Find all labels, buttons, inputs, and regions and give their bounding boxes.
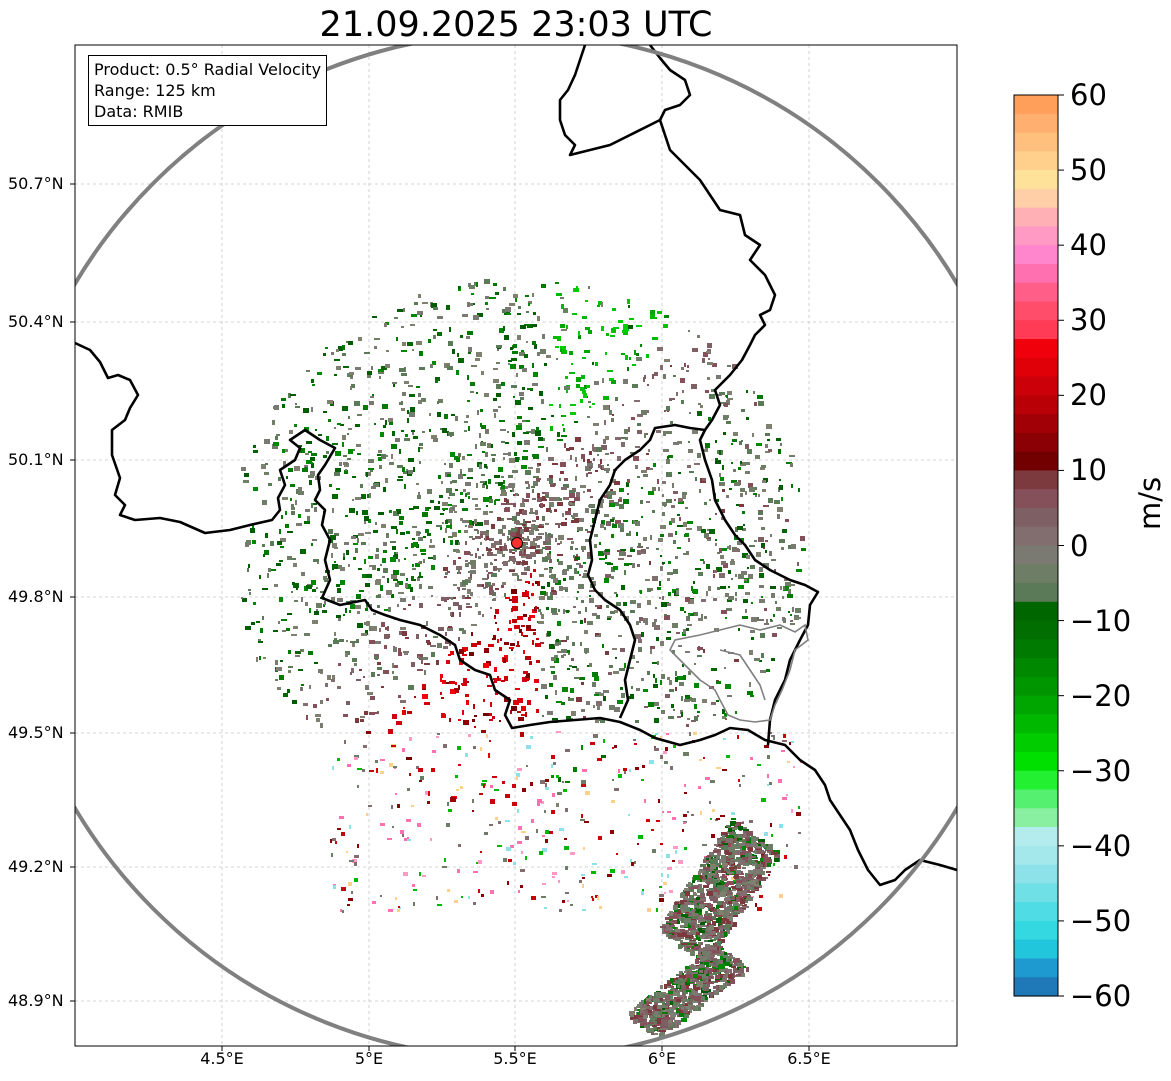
data-source-label: Data: RMIB xyxy=(94,102,184,121)
product-label: Product: 0.5° Radial Velocity xyxy=(94,60,322,79)
lon-label: 4.5°E xyxy=(200,1049,244,1068)
colorbar-tick-label: 20 xyxy=(1070,378,1107,413)
lat-label: 49.2°N xyxy=(8,857,64,876)
radar-velocity-echoes xyxy=(241,279,806,1038)
range-label: Range: 125 km xyxy=(94,81,216,100)
lat-label: 50.7°N xyxy=(8,174,64,193)
axis-ticks xyxy=(70,183,810,1051)
radar-site-marker xyxy=(511,537,523,549)
lat-label: 49.8°N xyxy=(8,587,64,606)
colorbar-tick-label: 0 xyxy=(1070,528,1089,563)
lat-label: 50.4°N xyxy=(8,312,64,331)
lat-label: 50.1°N xyxy=(8,450,64,469)
colorbar-tick-label: −30 xyxy=(1070,753,1132,788)
colorbar-tick-label: −10 xyxy=(1070,603,1132,638)
colorbar-tick-label: 60 xyxy=(1070,78,1107,112)
colorbar-tick-label: 30 xyxy=(1070,303,1107,338)
colorbar-unit-label: m/s xyxy=(1133,476,1167,530)
colorbar-tick-label: 10 xyxy=(1070,453,1107,488)
lon-label: 6°E xyxy=(647,1049,677,1068)
lon-label: 6.5°E xyxy=(787,1049,831,1068)
country-borders xyxy=(75,45,957,887)
colorbar-tick-label: −50 xyxy=(1070,903,1132,938)
lat-label: 48.9°N xyxy=(8,991,64,1010)
product-info-box: Product: 0.5° Radial Velocity Range: 125… xyxy=(88,55,328,126)
province-borders xyxy=(669,623,809,723)
colorbar-tick-label: −60 xyxy=(1070,979,1132,1013)
plot-frame xyxy=(74,44,958,1047)
colorbar-tick-label: −40 xyxy=(1070,828,1132,863)
colorbar-tick-label: −20 xyxy=(1070,678,1132,713)
colorbar-tick-label: 50 xyxy=(1070,153,1107,188)
colorbar-tick-label: 40 xyxy=(1070,228,1107,263)
map-title: 21.09.2025 23:03 UTC xyxy=(319,5,713,45)
lon-label: 5.5°E xyxy=(493,1049,537,1068)
lon-label: 5°E xyxy=(354,1049,384,1068)
lat-label: 49.5°N xyxy=(8,723,64,742)
